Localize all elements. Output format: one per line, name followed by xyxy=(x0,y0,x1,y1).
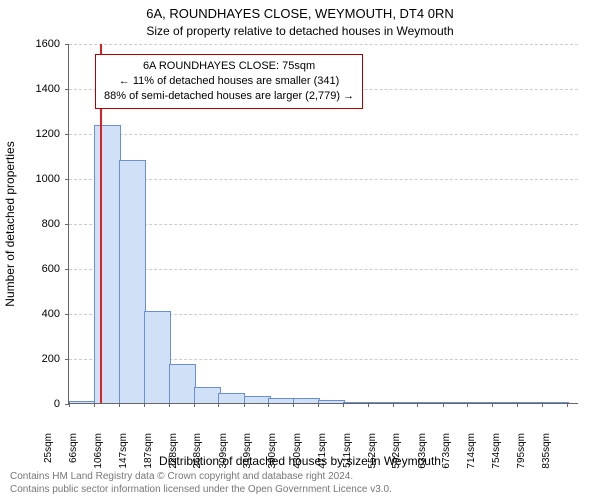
histogram-bar xyxy=(368,402,395,403)
histogram-bar xyxy=(69,401,96,403)
histogram-bar xyxy=(492,402,519,403)
histogram-bar xyxy=(542,402,569,403)
histogram-bar xyxy=(194,387,221,403)
chart-subtitle: Size of property relative to detached ho… xyxy=(0,24,600,38)
info-line-3: 88% of semi-detached houses are larger (… xyxy=(104,89,354,104)
y-tick-label: 800 xyxy=(42,218,60,230)
histogram-bar xyxy=(218,393,245,403)
histogram-bar xyxy=(467,402,494,403)
y-tick-mark xyxy=(65,224,69,225)
y-tick-mark xyxy=(65,359,69,360)
histogram-bar xyxy=(318,400,345,403)
gridline xyxy=(69,134,578,135)
y-tick-mark xyxy=(65,89,69,90)
histogram-bar xyxy=(343,402,370,403)
plot-area: 6A ROUNDHAYES CLOSE: 75sqm ← 11% of deta… xyxy=(68,44,578,404)
y-tick-label: 200 xyxy=(42,353,60,365)
attribution-footer: Contains HM Land Registry data © Crown c… xyxy=(0,471,600,496)
chart-title: 6A, ROUNDHAYES CLOSE, WEYMOUTH, DT4 0RN xyxy=(0,6,600,21)
y-tick-label: 1600 xyxy=(36,38,60,50)
x-axis-label: Distribution of detached houses by size … xyxy=(0,454,600,468)
histogram-bar xyxy=(293,398,320,403)
y-tick-labels: 02004006008001000120014001600 xyxy=(0,44,64,404)
info-line-1: 6A ROUNDHAYES CLOSE: 75sqm xyxy=(104,59,354,74)
y-tick-label: 1000 xyxy=(36,173,60,185)
histogram-bar xyxy=(393,402,420,403)
histogram-bar xyxy=(144,311,171,403)
histogram-bar xyxy=(417,402,444,403)
histogram-bar xyxy=(268,398,295,403)
footer-line-1: Contains HM Land Registry data © Crown c… xyxy=(10,471,600,484)
y-tick-label: 1400 xyxy=(36,83,60,95)
y-tick-label: 0 xyxy=(54,398,60,410)
histogram-bar xyxy=(443,402,470,403)
y-tick-label: 600 xyxy=(42,263,60,275)
histogram-bar xyxy=(169,364,196,403)
histogram-bar xyxy=(244,396,271,403)
y-tick-label: 1200 xyxy=(36,128,60,140)
info-line-2: ← 11% of detached houses are smaller (34… xyxy=(104,74,354,89)
y-tick-mark xyxy=(65,44,69,45)
footer-line-2: Contains public sector information licen… xyxy=(10,484,600,497)
histogram-bar xyxy=(517,402,544,403)
x-tick-labels: 25sqm66sqm106sqm147sqm187sqm228sqm268sqm… xyxy=(68,404,578,454)
histogram-bar xyxy=(119,160,146,403)
y-tick-mark xyxy=(65,314,69,315)
info-box: 6A ROUNDHAYES CLOSE: 75sqm ← 11% of deta… xyxy=(95,54,363,109)
y-tick-label: 400 xyxy=(42,308,60,320)
histogram-bar xyxy=(94,125,121,403)
y-tick-mark xyxy=(65,134,69,135)
y-tick-mark xyxy=(65,269,69,270)
gridline xyxy=(69,44,578,45)
chart-container: 6A, ROUNDHAYES CLOSE, WEYMOUTH, DT4 0RN … xyxy=(0,0,600,500)
y-tick-mark xyxy=(65,179,69,180)
